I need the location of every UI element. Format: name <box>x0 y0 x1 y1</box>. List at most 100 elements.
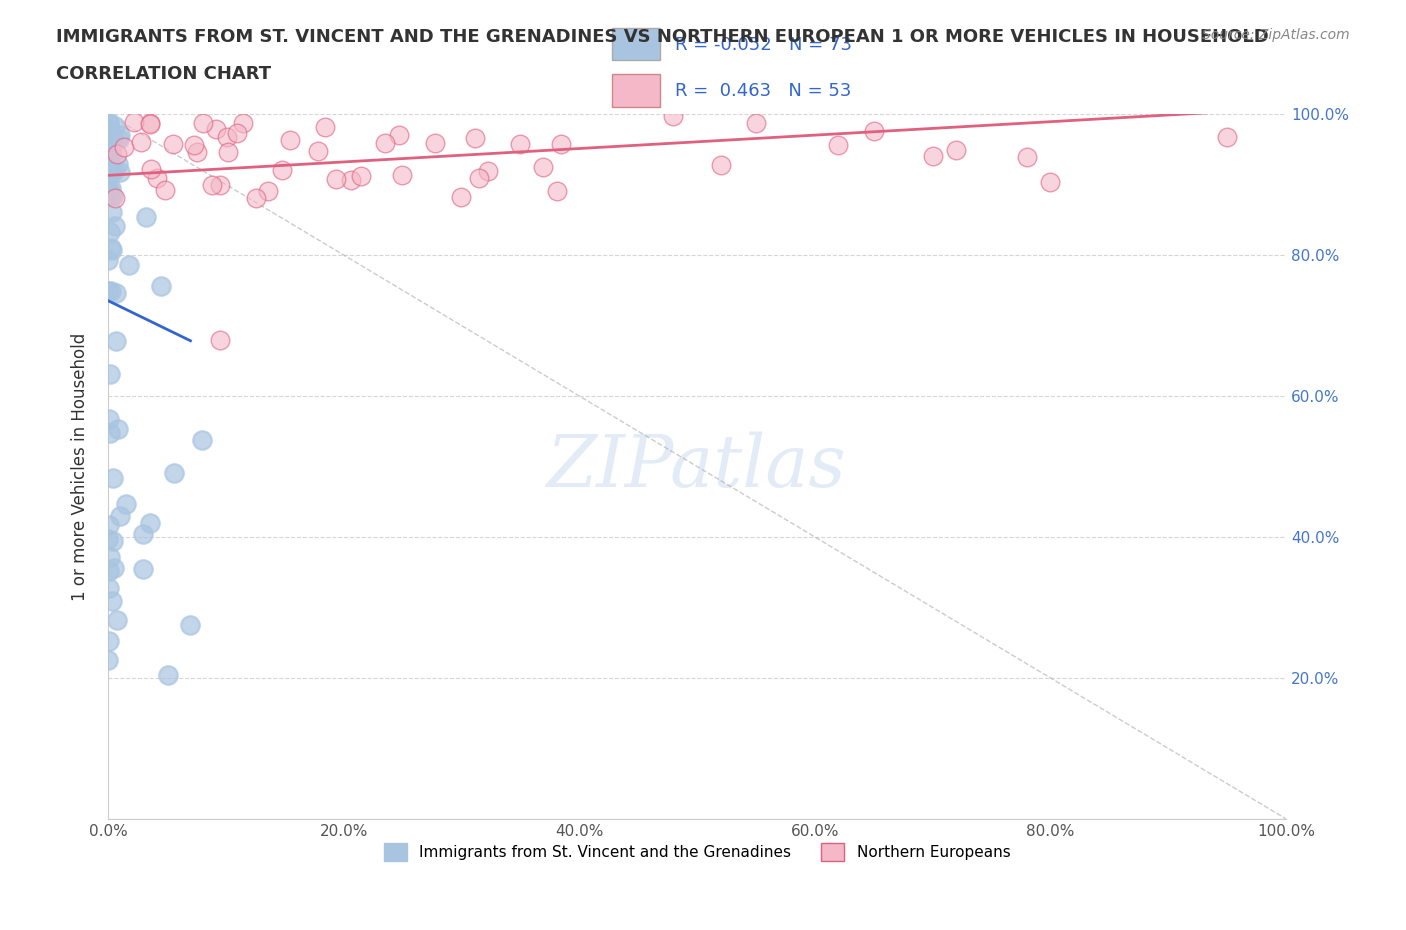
Point <box>340 172 363 187</box>
Point <box>112 140 135 154</box>
Point <box>103 164 125 179</box>
Point <box>425 136 447 151</box>
Point <box>98 150 121 165</box>
Point <box>100 205 122 219</box>
Point <box>468 170 491 185</box>
Point <box>101 163 124 178</box>
Point <box>217 145 239 160</box>
Point <box>103 534 125 549</box>
Point <box>98 122 121 137</box>
Point <box>104 118 127 133</box>
Point <box>662 109 685 124</box>
Point <box>100 181 122 196</box>
Point <box>97 165 120 179</box>
Point <box>98 126 121 141</box>
Point <box>179 618 201 632</box>
Point <box>100 284 122 299</box>
Point <box>97 518 120 533</box>
Point <box>98 131 121 146</box>
Point <box>325 171 347 186</box>
Point <box>546 183 568 198</box>
Point <box>450 189 472 204</box>
Point <box>103 561 125 576</box>
Point <box>98 550 121 565</box>
Point <box>97 253 120 268</box>
Point <box>307 143 329 158</box>
Point <box>97 126 120 140</box>
Point <box>163 466 186 481</box>
Point <box>245 191 267 206</box>
Point <box>115 496 138 511</box>
Point <box>138 515 160 530</box>
Point <box>709 158 731 173</box>
Point <box>103 189 125 204</box>
Point <box>97 653 120 668</box>
Point <box>100 138 122 153</box>
Text: IMMIGRANTS FROM ST. VINCENT AND THE GRENADINES VS NORTHERN EUROPEAN 1 OR MORE VE: IMMIGRANTS FROM ST. VINCENT AND THE GREN… <box>56 28 1270 46</box>
Point <box>97 186 120 201</box>
Point <box>191 115 214 130</box>
Point <box>100 139 122 153</box>
Point <box>745 115 768 130</box>
Point <box>921 149 943 164</box>
Point <box>162 137 184 152</box>
Point <box>201 178 224 193</box>
Point <box>97 129 120 144</box>
Point <box>1216 130 1239 145</box>
Point <box>191 432 214 447</box>
Point <box>98 633 121 648</box>
Point <box>105 146 128 161</box>
Point <box>98 147 121 162</box>
Legend: Immigrants from St. Vincent and the Grenadines, Northern Europeans: Immigrants from St. Vincent and the Gren… <box>378 837 1017 868</box>
Point <box>98 564 121 578</box>
Text: R = -0.052   N = 73: R = -0.052 N = 73 <box>675 35 852 54</box>
Point <box>100 241 122 256</box>
Point <box>107 422 129 437</box>
Y-axis label: 1 or more Vehicles in Household: 1 or more Vehicles in Household <box>72 332 89 601</box>
Point <box>183 138 205 153</box>
Text: Source: ZipAtlas.com: Source: ZipAtlas.com <box>1202 28 1350 42</box>
Point <box>98 581 121 596</box>
Point <box>550 136 572 151</box>
Point <box>271 163 294 178</box>
Point <box>314 119 336 134</box>
Point <box>100 148 122 163</box>
Point <box>97 170 120 185</box>
Point <box>101 593 124 608</box>
Point <box>98 152 121 166</box>
Point <box>531 160 554 175</box>
Point <box>101 471 124 485</box>
Point <box>132 561 155 576</box>
Point <box>146 171 169 186</box>
Point <box>107 131 129 146</box>
Point <box>1015 150 1038 165</box>
Point <box>110 165 132 179</box>
Point <box>139 115 162 130</box>
Point <box>97 182 120 197</box>
Point <box>100 143 122 158</box>
Text: CORRELATION CHART: CORRELATION CHART <box>56 65 271 83</box>
Point <box>97 116 120 131</box>
Point <box>157 667 180 682</box>
Point <box>107 156 129 171</box>
Point <box>215 130 238 145</box>
Point <box>135 209 157 224</box>
Point <box>350 168 373 183</box>
Point <box>139 162 162 177</box>
Point <box>387 128 409 143</box>
Point <box>257 183 280 198</box>
Point <box>225 126 247 140</box>
Point <box>827 138 849 153</box>
Point <box>118 258 141 272</box>
Point <box>139 116 162 131</box>
Text: ZIPatlas: ZIPatlas <box>547 432 846 501</box>
Point <box>208 332 231 347</box>
Point <box>98 155 121 170</box>
Point <box>104 219 127 233</box>
FancyBboxPatch shape <box>613 74 659 107</box>
Point <box>477 164 499 179</box>
Point <box>105 613 128 628</box>
Point <box>104 334 127 349</box>
Point <box>98 426 121 441</box>
Point <box>232 115 254 130</box>
